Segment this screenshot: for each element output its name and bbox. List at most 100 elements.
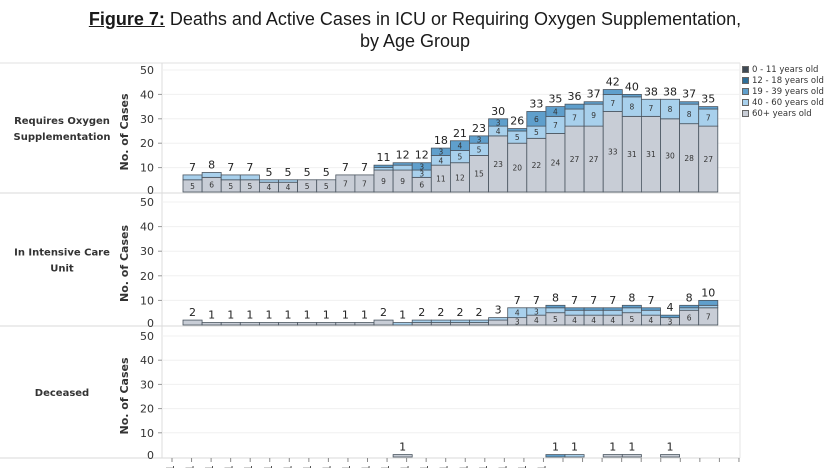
y-tick-label: 10 — [140, 294, 154, 307]
segment-label: 5 — [247, 182, 252, 191]
bar-segment — [411, 319, 432, 323]
panel-label: Deceased — [35, 388, 89, 399]
total-label: 26 — [510, 115, 524, 128]
segment-label: 7 — [343, 179, 348, 188]
bar-segment — [583, 101, 604, 105]
segment-label: 4 — [496, 127, 501, 136]
bar-segment — [698, 106, 719, 110]
total-label: 1 — [342, 309, 349, 322]
total-label: 37 — [587, 88, 601, 101]
segment-label: 5 — [629, 315, 634, 324]
y-tick-label: 40 — [140, 221, 154, 234]
figure-label: Figure 7: — [88, 9, 165, 29]
segment-label: 4 — [534, 316, 539, 325]
total-label: 35 — [701, 93, 715, 106]
total-label: 3 — [495, 304, 502, 317]
bar-segment — [258, 322, 279, 326]
total-label: 8 — [208, 158, 215, 171]
y-tick-label: 0 — [147, 317, 154, 330]
total-label: 1 — [265, 309, 272, 322]
total-label: 7 — [246, 161, 253, 174]
y-tick-label: 10 — [140, 427, 154, 440]
bar-segment — [335, 322, 356, 326]
bar-segment — [258, 179, 279, 183]
panel-label: Supplementation — [14, 132, 111, 143]
total-label: 12 — [396, 149, 410, 162]
total-label: 33 — [529, 97, 543, 110]
bar-segment — [239, 322, 260, 326]
total-label: 5 — [285, 166, 292, 179]
segment-label: 12 — [455, 173, 465, 182]
total-label: 7 — [342, 161, 349, 174]
segment-label: 6 — [687, 314, 692, 323]
bar-segment — [373, 319, 394, 326]
segment-label: 27 — [570, 155, 580, 164]
total-label: 2 — [456, 306, 463, 319]
segment-label: 9 — [400, 177, 405, 186]
total-label: 1 — [208, 309, 215, 322]
bar-segment — [679, 101, 700, 105]
y-axis-title: No. of Cases — [118, 357, 131, 434]
y-tick-label: 20 — [140, 403, 154, 416]
x-tick-label: 11 — [164, 465, 177, 468]
segment-label: 28 — [684, 154, 694, 163]
total-label: 36 — [568, 90, 582, 103]
bar-segment — [201, 172, 222, 178]
legend-item-12-18: 12 - 18 years old — [742, 75, 824, 86]
total-label: 38 — [663, 85, 677, 98]
total-label: 7 — [571, 294, 578, 307]
legend-item-40-60: 40 - 60 years old — [742, 97, 824, 108]
total-label: 8 — [628, 291, 635, 304]
segment-label: 4 — [572, 316, 577, 325]
segment-label: 31 — [646, 150, 656, 159]
x-tick-label: 11 — [281, 465, 294, 468]
y-tick-label: 50 — [140, 64, 154, 77]
bar-segment — [679, 304, 700, 309]
bar-segment — [564, 454, 585, 458]
total-label: 7 — [189, 161, 196, 174]
segment-label: 3 — [515, 317, 520, 326]
bar-segment — [392, 162, 413, 166]
y-axis-title: No. of Cases — [118, 93, 131, 170]
total-label: 2 — [189, 306, 196, 319]
segment-label: 8 — [687, 110, 692, 119]
segment-label: 8 — [629, 103, 634, 112]
x-tick-label: 11 — [457, 465, 470, 468]
segment-label: 4 — [553, 107, 558, 116]
total-label: 5 — [265, 166, 272, 179]
segment-label: 23 — [493, 160, 503, 169]
bar-segment — [641, 307, 661, 311]
segment-label: 6 — [209, 181, 214, 190]
y-tick-label: 20 — [140, 137, 154, 150]
segment-label: 5 — [190, 182, 195, 191]
y-tick-label: 20 — [140, 270, 154, 283]
segment-label: 20 — [512, 164, 522, 173]
segment-label: 4 — [286, 183, 291, 192]
segment-label: 5 — [305, 182, 310, 191]
legend-swatch — [742, 110, 749, 117]
total-label: 2 — [380, 306, 387, 319]
bar-segment — [392, 322, 413, 326]
bar-segment — [488, 317, 509, 321]
x-tick-label: 11 — [477, 465, 490, 468]
bar-segment — [392, 454, 413, 458]
total-label: 37 — [682, 88, 696, 101]
bar-segment — [392, 164, 413, 171]
segment-label: 6 — [534, 115, 539, 124]
segment-label: 5 — [477, 145, 482, 154]
segment-label: 15 — [474, 170, 484, 179]
segment-label: 4 — [591, 316, 596, 325]
total-label: 18 — [434, 134, 448, 147]
total-label: 7 — [609, 294, 616, 307]
bar-segment — [621, 307, 642, 314]
total-label: 42 — [606, 76, 620, 89]
y-tick-label: 0 — [147, 449, 154, 462]
segment-label: 5 — [458, 153, 463, 162]
panel-label: Requires Oxygen — [14, 116, 110, 127]
x-tick-label: 11 — [496, 465, 509, 468]
bar-segment — [297, 322, 318, 326]
total-label: 11 — [377, 151, 391, 164]
panel-label: In Intensive Care — [14, 248, 110, 259]
total-label: 38 — [644, 85, 658, 98]
